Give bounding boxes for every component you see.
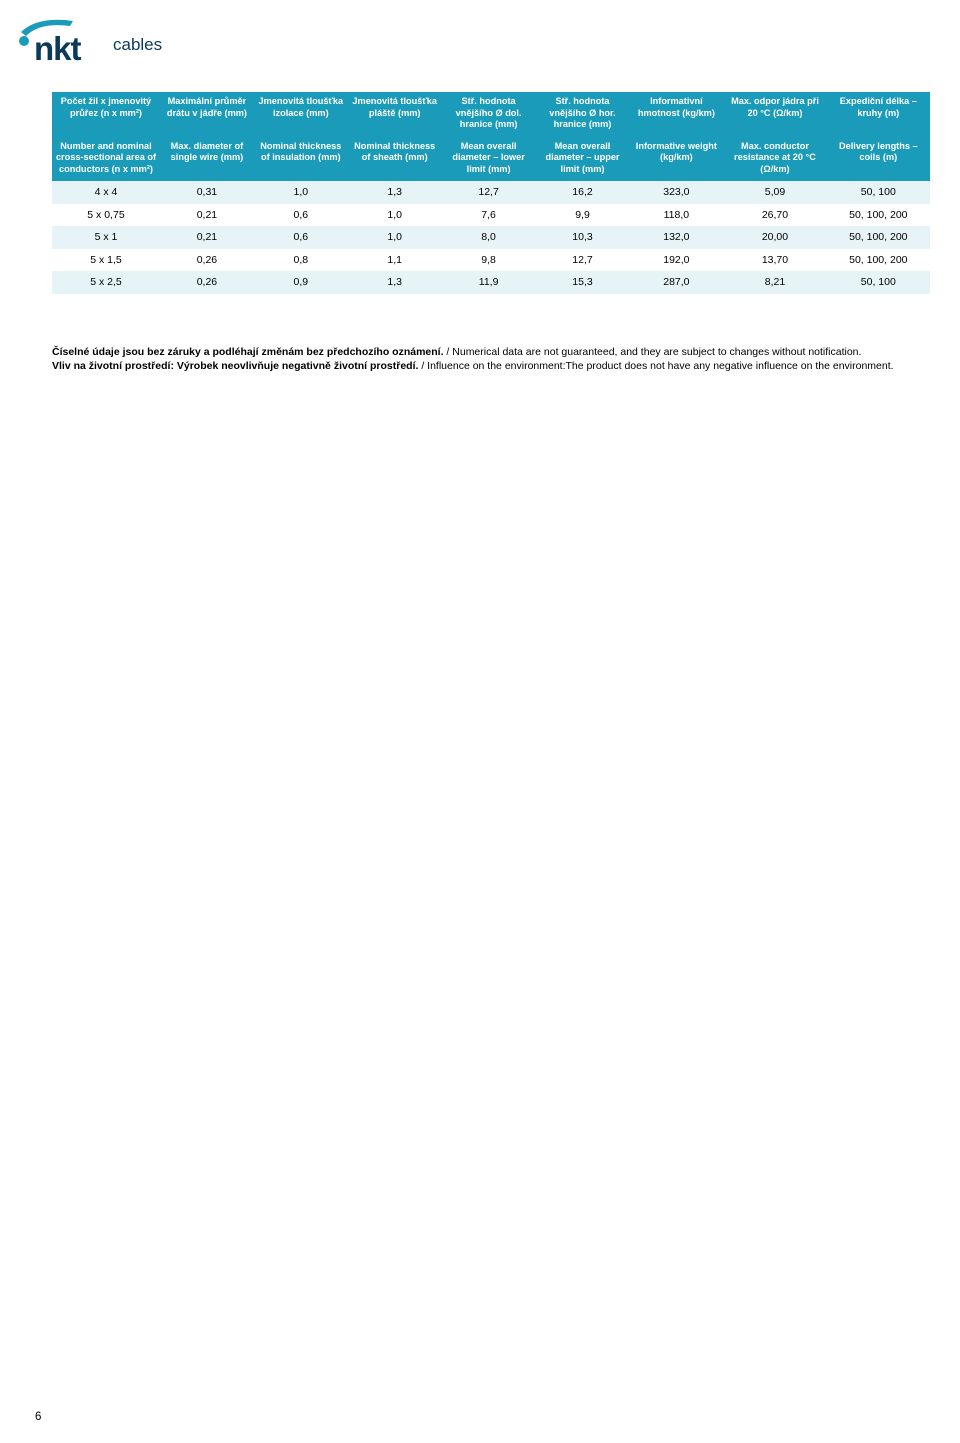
col-subheader: Delivery lengths – coils (m)	[827, 135, 930, 182]
cell: 0,8	[254, 249, 348, 272]
footnote-line: Číselné údaje jsou bez záruky a podléhaj…	[52, 345, 930, 359]
cell: 12,7	[536, 249, 630, 272]
nkt-logo: nkt cables	[18, 18, 188, 68]
col-header: Informativní hmotnost (kg/km)	[629, 92, 723, 135]
table-row: 5 x 0,75 0,21 0,6 1,0 7,6 9,9 118,0 26,7…	[52, 204, 930, 227]
cell: 50, 100	[827, 181, 930, 204]
cell: 5 x 0,75	[52, 204, 160, 227]
footnotes: Číselné údaje jsou bez záruky a podléhaj…	[52, 345, 930, 373]
cell: 192,0	[629, 249, 723, 272]
page-number: 6	[35, 1411, 41, 1423]
cell: 8,0	[442, 226, 536, 249]
svg-text:cables: cables	[113, 35, 162, 54]
cell: 9,9	[536, 204, 630, 227]
col-subheader: Max. diameter of single wire (mm)	[160, 135, 254, 182]
col-header: Maximální průměr drátu v jádře (mm)	[160, 92, 254, 135]
cell: 0,31	[160, 181, 254, 204]
cell: 323,0	[629, 181, 723, 204]
cell: 15,3	[536, 271, 630, 294]
cell: 8,21	[723, 271, 826, 294]
cell: 16,2	[536, 181, 630, 204]
cell: 50, 100, 200	[827, 226, 930, 249]
cell: 4 x 4	[52, 181, 160, 204]
cell: 13,70	[723, 249, 826, 272]
cell: 1,0	[348, 204, 442, 227]
cell: 50, 100	[827, 271, 930, 294]
cell: 10,3	[536, 226, 630, 249]
table-body: 4 x 4 0,31 1,0 1,3 12,7 16,2 323,0 5,09 …	[52, 181, 930, 294]
cell: 287,0	[629, 271, 723, 294]
cell: 0,26	[160, 249, 254, 272]
col-header: Počet žil x jmenovitý průřez (n x mm²)	[52, 92, 160, 135]
footnote-line: Vliv na životní prostředí: Výrobek neovl…	[52, 359, 930, 373]
cell: 20,00	[723, 226, 826, 249]
col-subheader: Nominal thickness of sheath (mm)	[348, 135, 442, 182]
cell: 118,0	[629, 204, 723, 227]
table-header-row-en: Number and nominal cross-sectional area …	[52, 135, 930, 182]
col-header: Jmenovitá tloušťka pláště (mm)	[348, 92, 442, 135]
col-header: Jmenovitá tloušťka izolace (mm)	[254, 92, 348, 135]
cell: 5 x 2,5	[52, 271, 160, 294]
cell: 5 x 1	[52, 226, 160, 249]
cell: 1,3	[348, 271, 442, 294]
col-subheader: Informative weight (kg/km)	[629, 135, 723, 182]
footnote-bold: Vliv na životní prostředí: Výrobek neovl…	[52, 360, 418, 372]
cell: 5 x 1,5	[52, 249, 160, 272]
col-header: Stř. hodnota vnějšího Ø dol. hranice (mm…	[442, 92, 536, 135]
cell: 1,3	[348, 181, 442, 204]
cell: 7,6	[442, 204, 536, 227]
spec-table-container: Počet žil x jmenovitý průřez (n x mm²) M…	[52, 92, 930, 294]
cell: 1,0	[254, 181, 348, 204]
cell: 0,6	[254, 226, 348, 249]
cell: 11,9	[442, 271, 536, 294]
col-subheader: Mean overall diameter – upper limit (mm)	[536, 135, 630, 182]
cell: 0,9	[254, 271, 348, 294]
cell: 132,0	[629, 226, 723, 249]
cell: 5,09	[723, 181, 826, 204]
cell: 9,8	[442, 249, 536, 272]
cell: 0,21	[160, 226, 254, 249]
cell: 26,70	[723, 204, 826, 227]
cell: 0,6	[254, 204, 348, 227]
table-header-row-cz: Počet žil x jmenovitý průřez (n x mm²) M…	[52, 92, 930, 135]
footnote-bold: Číselné údaje jsou bez záruky a podléhaj…	[52, 346, 444, 358]
col-header: Expediční délka – kruhy (m)	[827, 92, 930, 135]
col-subheader: Number and nominal cross-sectional area …	[52, 135, 160, 182]
cell: 50, 100, 200	[827, 204, 930, 227]
col-header: Stř. hodnota vnějšího Ø hor. hranice (mm…	[536, 92, 630, 135]
table-row: 5 x 1 0,21 0,6 1,0 8,0 10,3 132,0 20,00 …	[52, 226, 930, 249]
svg-text:nkt: nkt	[34, 30, 82, 67]
col-subheader: Nominal thickness of insulation (mm)	[254, 135, 348, 182]
table-row: 5 x 1,5 0,26 0,8 1,1 9,8 12,7 192,0 13,7…	[52, 249, 930, 272]
cell: 12,7	[442, 181, 536, 204]
footnote-rest: / Numerical data are not guaranteed, and…	[444, 346, 862, 358]
cell: 0,26	[160, 271, 254, 294]
col-subheader: Max. conductor resistance at 20 °C (Ω/km…	[723, 135, 826, 182]
cell: 1,0	[348, 226, 442, 249]
cell: 50, 100, 200	[827, 249, 930, 272]
table-row: 4 x 4 0,31 1,0 1,3 12,7 16,2 323,0 5,09 …	[52, 181, 930, 204]
cell: 0,21	[160, 204, 254, 227]
col-subheader: Mean overall diameter – lower limit (mm)	[442, 135, 536, 182]
col-header: Max. odpor jádra při 20 °C (Ω/km)	[723, 92, 826, 135]
table-row: 5 x 2,5 0,26 0,9 1,3 11,9 15,3 287,0 8,2…	[52, 271, 930, 294]
cell: 1,1	[348, 249, 442, 272]
footnote-rest: / Influence on the environment:The produ…	[418, 360, 893, 372]
spec-table: Počet žil x jmenovitý průřez (n x mm²) M…	[52, 92, 930, 294]
